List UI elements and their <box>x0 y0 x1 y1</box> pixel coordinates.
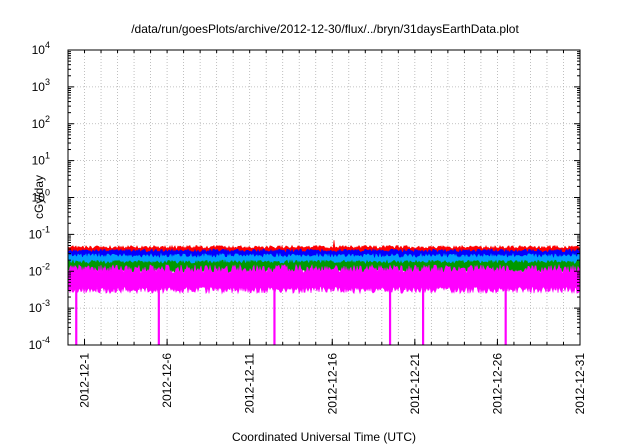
y-axis-label: cGy/day <box>32 175 46 219</box>
x-axis-label: Coordinated Universal Time (UTC) <box>232 430 416 444</box>
y-tick-label: 103 <box>32 77 50 94</box>
y-tick-label: 101 <box>32 151 50 168</box>
x-axis: 2012-12-1 2012-12-6 2012-12-11 2012-12-16 20… <box>78 50 587 414</box>
y-tick-label: 10-1 <box>29 224 50 241</box>
chart-title: /data/run/goesPlots/archive/2012-12-30/f… <box>131 22 519 36</box>
x-tick-label: 2012-12-16 <box>325 353 339 415</box>
y-tick-label: 10-4 <box>29 335 50 352</box>
x-tick-label: 2012-12-31 <box>573 353 587 415</box>
y-tick-label: 10-2 <box>29 261 50 278</box>
series-band-4 <box>67 263 581 295</box>
y-tick-label: 10-3 <box>29 298 50 315</box>
y-tick-label: 104 <box>32 40 50 57</box>
x-tick-label: 2012-12-21 <box>408 353 422 415</box>
x-tick-label: 2012-12-6 <box>160 353 174 408</box>
series-group <box>67 240 581 345</box>
grid-lines <box>68 50 580 345</box>
y-tick-label: 102 <box>32 114 50 131</box>
x-tick-label: 2012-12-26 <box>490 353 504 415</box>
x-tick-label: 2012-12-11 <box>243 353 257 414</box>
x-tick-label: 2012-12-1 <box>78 353 92 408</box>
y-tick-label: 100 <box>32 188 50 205</box>
y-axis: 104 103 102 101 100 10-1 10-2 10-3 10-4 <box>29 40 580 352</box>
